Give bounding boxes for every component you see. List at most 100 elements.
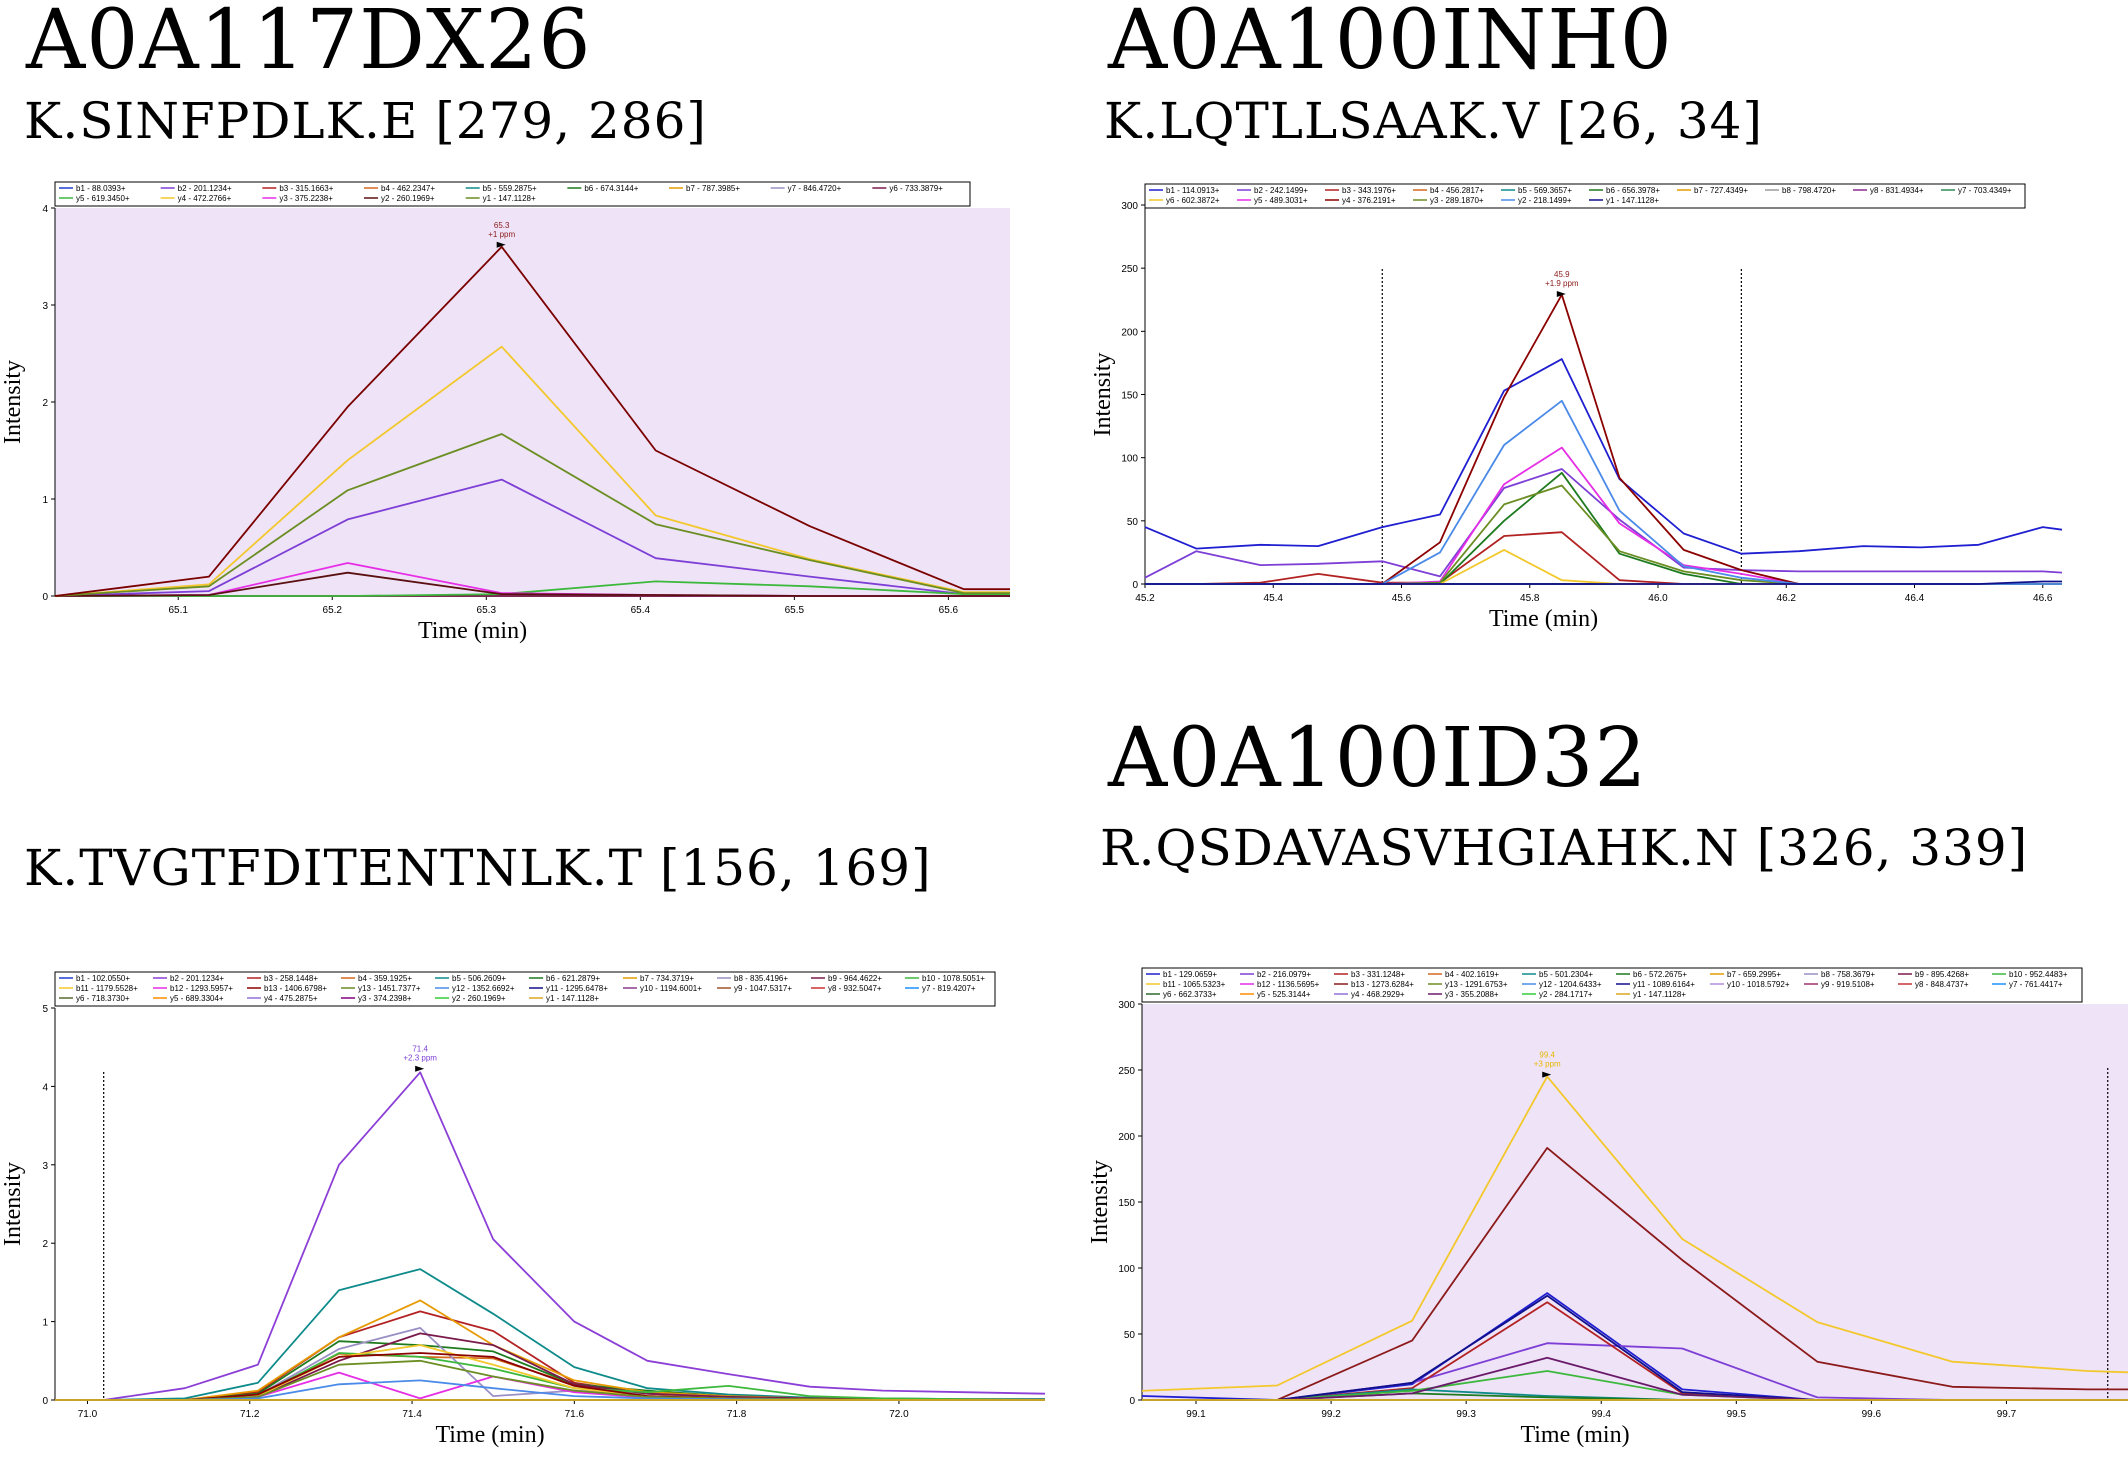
legend-label: y5 - 689.3304+ <box>170 994 224 1003</box>
y-tick-label: 150 <box>1121 391 1138 402</box>
legend-label: y1 - 147.1128+ <box>546 994 599 1003</box>
x-tick-label: 65.3 <box>477 605 497 616</box>
legend-label: y7 - 819.4207+ <box>922 984 976 993</box>
legend-box <box>54 181 971 207</box>
legend-label: y5 - 525.3144+ <box>1257 990 1311 999</box>
peak-rt-label: 71.4 <box>412 1045 428 1054</box>
legend-box <box>1144 183 2026 209</box>
x-axis-label: Time (min) <box>435 1422 544 1448</box>
y-tick-label: 100 <box>1121 454 1138 465</box>
legend-label: y9 - 919.5108+ <box>1821 980 1875 989</box>
legend-label: b2 - 201.1234+ <box>170 974 224 983</box>
legend-label: b1 - 129.0659+ <box>1163 970 1217 979</box>
peak-marker-icon <box>496 241 506 248</box>
legend-label: b8 - 835.4196+ <box>734 974 788 983</box>
peak-marker-icon <box>1556 290 1566 297</box>
x-tick-label: 71.2 <box>240 1409 260 1420</box>
legend-label: y3 - 374.2398+ <box>358 994 412 1003</box>
legend-label: b11 - 1065.5323+ <box>1163 980 1226 989</box>
peptide-label-2: K.LQTLLSAAK.V [26, 34] <box>1104 92 1763 150</box>
legend-label: b4 - 359.1925+ <box>358 974 412 983</box>
y-tick-label: 50 <box>1124 1330 1136 1341</box>
series-line <box>54 571 1010 597</box>
x-tick-label: 65.4 <box>631 605 651 616</box>
legend-label: b13 - 1406.6798+ <box>264 984 327 993</box>
legend-label: b7 - 734.3719+ <box>640 974 694 983</box>
x-tick-label: 99.5 <box>1727 1409 1747 1420</box>
x-tick-label: 45.6 <box>1392 593 1412 604</box>
y-axis-label: Intensity <box>1090 353 1116 437</box>
x-tick-label: 45.4 <box>1264 593 1284 604</box>
legend-label: b7 - 727.4349+ <box>1694 186 1748 195</box>
x-tick-label: 46.2 <box>1777 593 1797 604</box>
y-tick-label: 4 <box>42 204 48 215</box>
y-tick-label: 300 <box>1121 201 1138 212</box>
peptide-label-1: K.SINFPDLK.E [279, 286] <box>24 92 707 150</box>
legend-label: b13 - 1273.6284+ <box>1351 980 1414 989</box>
plot-background <box>1145 205 2062 584</box>
x-tick-label: 45.2 <box>1135 593 1155 604</box>
legend-label: y12 - 1352.6692+ <box>452 984 515 993</box>
peak-ppm-label: +1 ppm <box>488 230 515 239</box>
y-tick-label: 0 <box>1129 1396 1135 1407</box>
legend-label: b6 - 621.2879+ <box>546 974 600 983</box>
x-axis-label: Time (min) <box>1489 606 1598 632</box>
xic-chart-4: b1 - 129.0659+ b2 - 216.0979+ b3 - 331.124… <box>1087 967 2128 1448</box>
y-tick-label: 3 <box>42 1161 48 1172</box>
legend-label: b6 - 674.3144+ <box>584 184 638 193</box>
y-tick-label: 4 <box>42 1082 48 1093</box>
legend-label: b3 - 331.1248+ <box>1351 970 1405 979</box>
y-tick-label: 200 <box>1118 1132 1135 1143</box>
peak-marker-icon <box>1542 1071 1552 1078</box>
legend-label: b3 - 343.1976+ <box>1342 186 1396 195</box>
peak-marker-icon <box>415 1065 425 1072</box>
y-tick-label: 2 <box>42 398 48 409</box>
x-tick-label: 65.2 <box>323 605 343 616</box>
x-tick-label: 71.4 <box>402 1409 422 1420</box>
y-tick-label: 100 <box>1118 1264 1135 1275</box>
legend-label: b7 - 659.2995+ <box>1727 970 1781 979</box>
x-axis-label: Time (min) <box>418 618 527 644</box>
legend-label: b8 - 758.3679+ <box>1821 970 1875 979</box>
x-axis-label: Time (min) <box>1520 1422 1629 1448</box>
legend-label: y11 - 1295.6478+ <box>546 984 608 993</box>
x-tick-label: 99.7 <box>1997 1409 2017 1420</box>
legend-label: b12 - 1136.5695+ <box>1257 980 1320 989</box>
legend-box <box>54 971 996 1007</box>
series-line <box>1144 468 2063 579</box>
legend-label: y7 - 761.4417+ <box>2009 980 2063 989</box>
x-tick-label: 46.0 <box>1648 593 1668 604</box>
legend-label: y6 - 602.3872+ <box>1166 196 1220 205</box>
legend-label: b6 - 656.3978+ <box>1606 186 1660 195</box>
legend-label: b2 - 201.1234+ <box>178 184 232 193</box>
legend-label: y1 - 147.1128+ <box>483 194 536 203</box>
y-tick-label: 1 <box>42 495 48 506</box>
legend-label: b6 - 572.2675+ <box>1633 970 1687 979</box>
series-line <box>55 580 1010 597</box>
legend-label: b3 - 258.1448+ <box>264 974 318 983</box>
legend-label: b10 - 1078.5051+ <box>922 974 985 983</box>
series-line <box>54 345 1010 597</box>
legend-label: b8 - 798.4720+ <box>1782 186 1836 195</box>
legend-label: b5 - 559.2875+ <box>483 184 537 193</box>
series-line <box>1142 1146 2128 1401</box>
legend-label: b9 - 964.4622+ <box>828 974 882 983</box>
legend-label: b2 - 216.0979+ <box>1257 970 1311 979</box>
y-tick-label: 150 <box>1118 1198 1135 1209</box>
legend-label: y12 - 1204.6433+ <box>1539 980 1602 989</box>
legend-label: b12 - 1293.5957+ <box>170 984 233 993</box>
legend-label: y2 - 260.1969+ <box>452 994 506 1003</box>
plot-background <box>1142 1004 2128 1400</box>
legend-label: y2 - 284.1717+ <box>1539 990 1593 999</box>
legend-label: b1 - 88.0393+ <box>76 184 126 193</box>
legend-label: y3 - 289.1870+ <box>1430 196 1484 205</box>
legend-label: b1 - 114.0913+ <box>1166 186 1220 195</box>
legend-label: b4 - 456.2817+ <box>1430 186 1484 195</box>
y-tick-label: 0 <box>1132 580 1138 591</box>
x-tick-label: 99.1 <box>1186 1409 1206 1420</box>
legend-label: y5 - 489.3031+ <box>1254 196 1308 205</box>
series-line <box>1145 580 2062 585</box>
peptide-label-3: K.TVGTFDITENTNLK.T [156, 169] <box>24 839 932 897</box>
legend-label: b11 - 1179.5528+ <box>76 984 138 993</box>
x-tick-label: 45.8 <box>1520 593 1540 604</box>
